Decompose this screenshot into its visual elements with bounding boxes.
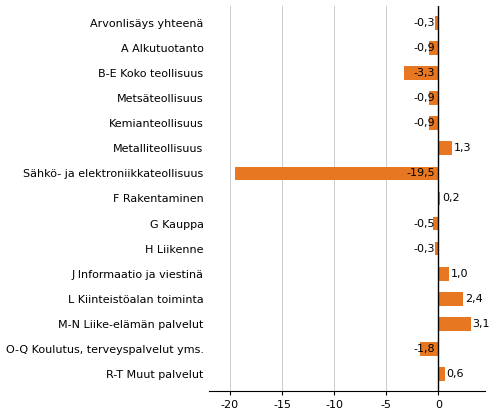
Text: -0,9: -0,9	[413, 118, 435, 128]
Text: -0,5: -0,5	[414, 218, 435, 228]
Text: -0,9: -0,9	[413, 43, 435, 53]
Bar	[438, 317, 470, 331]
Bar	[438, 267, 449, 280]
Text: -1,8: -1,8	[413, 344, 435, 354]
Bar	[404, 66, 438, 80]
Bar	[438, 292, 464, 306]
Bar	[433, 217, 438, 230]
Text: 3,1: 3,1	[473, 319, 490, 329]
Bar	[438, 367, 444, 381]
Bar	[419, 342, 438, 356]
Text: -0,3: -0,3	[414, 18, 435, 28]
Bar	[435, 242, 438, 255]
Text: 2,4: 2,4	[465, 294, 483, 304]
Bar	[235, 166, 438, 180]
Text: -19,5: -19,5	[407, 168, 435, 178]
Text: 0,2: 0,2	[442, 193, 460, 203]
Text: -3,3: -3,3	[414, 68, 435, 78]
Text: 0,6: 0,6	[447, 369, 464, 379]
Bar	[429, 116, 438, 130]
Bar	[438, 141, 452, 155]
Text: -0,3: -0,3	[414, 244, 435, 254]
Text: 1,3: 1,3	[454, 144, 471, 154]
Bar	[438, 192, 440, 206]
Text: -0,9: -0,9	[413, 93, 435, 103]
Bar	[429, 92, 438, 105]
Text: 1,0: 1,0	[451, 269, 468, 279]
Bar	[429, 41, 438, 55]
Bar	[435, 16, 438, 30]
